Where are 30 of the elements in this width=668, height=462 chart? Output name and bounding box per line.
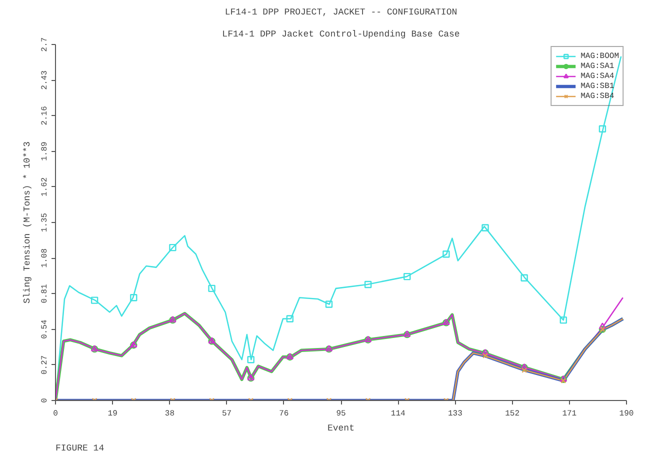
y-tick-label: 2.43 [40,70,50,90]
x-tick-label: 152 [505,410,520,418]
y-tick-label: 1.89 [40,142,50,161]
x-tick-label: 133 [448,410,463,418]
x-tick-label: 190 [619,410,634,418]
legend-label: MAG:SA1 [580,61,614,71]
y-tick-label: 0.81 [40,284,50,304]
y-tick-label: 0 [40,398,50,403]
y-tick-label: 0.54 [40,320,50,339]
x-tick-label: 38 [164,410,175,418]
chart-title: LF14-1 DPP PROJECT, JACKET -- CONFIGURATION [224,8,458,18]
legend-label: MAG:BOOM [580,51,619,61]
y-tick-label: 2.16 [40,106,50,126]
caption: FIGURE 14 [56,444,104,454]
chart-subtitle: LF14-1 DPP Jacket Control-Upending Base Case [222,30,460,40]
y-tick-label: 2.7 [40,37,50,52]
x-tick-label: 95 [336,410,346,418]
y-axis-title: Sling Tension (M-Tons) * 10**3 [22,141,32,304]
x-tick-label: 76 [279,410,289,418]
x-tick-label: 114 [390,410,406,418]
y-tick-label: 1.08 [40,248,50,268]
x-tick-label: 19 [108,410,118,418]
y-tick-label: 1.62 [40,177,50,196]
x-tick-label: 171 [562,410,577,418]
y-tick-label: 0.27 [40,355,50,374]
x-axis-title: Event [328,424,355,434]
y-tick-label: 1.35 [40,212,50,232]
x-tick-label: 57 [222,410,232,418]
legend-label: MAG:SA4 [580,71,614,81]
x-tick-label: 0 [53,410,58,418]
